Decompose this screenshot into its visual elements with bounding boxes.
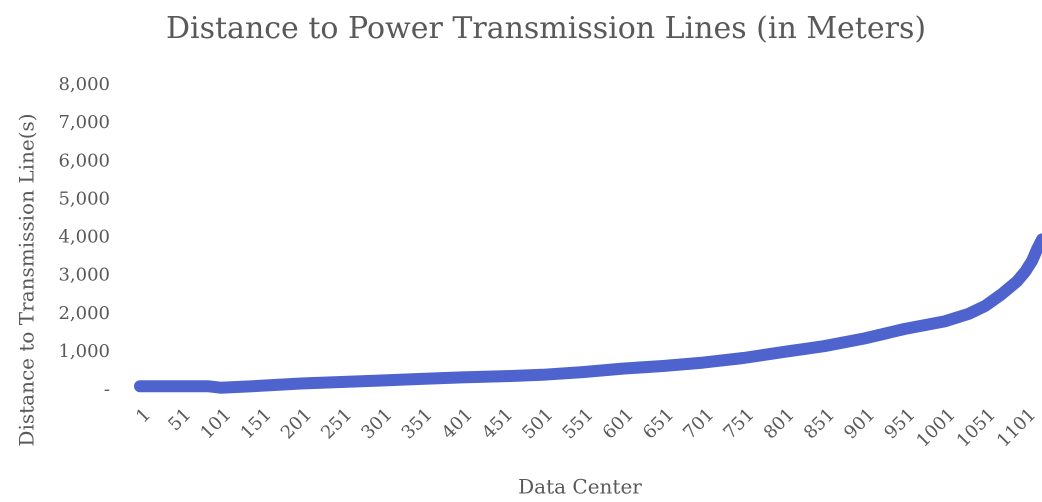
x-tick-label: 351 [398,404,437,443]
x-tick-label: 51 [164,404,195,435]
y-tick-label: 6,000 [58,150,110,171]
x-tick-label: 251 [317,404,356,443]
chart-title: Distance to Power Transmission Lines (in… [166,11,926,46]
x-tick-label: 151 [237,404,276,443]
x-tick-label: 551 [558,404,597,443]
x-tick-label: 901 [840,404,879,443]
data-line [134,233,1042,394]
x-tick-label: 401 [438,404,477,443]
y-tick-label: 2,000 [58,303,110,324]
y-tick-label: 5,000 [58,188,110,209]
x-tick-label: 851 [800,404,839,443]
x-axis-title: Data Center [518,475,642,499]
x-tick-label: 1001 [912,404,959,451]
y-tick-label: 4,000 [58,227,110,248]
x-tick-label: 1101 [993,404,1040,451]
x-tick-label: 451 [478,404,517,443]
y-tick-label: 8,000 [58,74,110,95]
x-tick-label: 751 [719,404,758,443]
y-tick-label: 1,000 [58,341,110,362]
x-tick-label: 701 [679,404,718,443]
x-tick-label: 601 [599,404,638,443]
y-tick-label: 3,000 [58,265,110,286]
x-tick-label: 301 [357,404,396,443]
x-tick-label: 501 [518,404,557,443]
y-tick-label: 7,000 [58,112,110,133]
y-axis-title: Distance to Transmission Line(s) [15,113,39,446]
x-tick-label: 651 [639,404,678,443]
x-tick-label: 1051 [953,404,1000,451]
x-tick-label: 1 [132,404,155,427]
y-tick-label: - [104,379,110,400]
x-tick-label: 101 [196,404,235,443]
x-tick-label: 801 [760,404,799,443]
x-tick-label: 201 [277,404,316,443]
